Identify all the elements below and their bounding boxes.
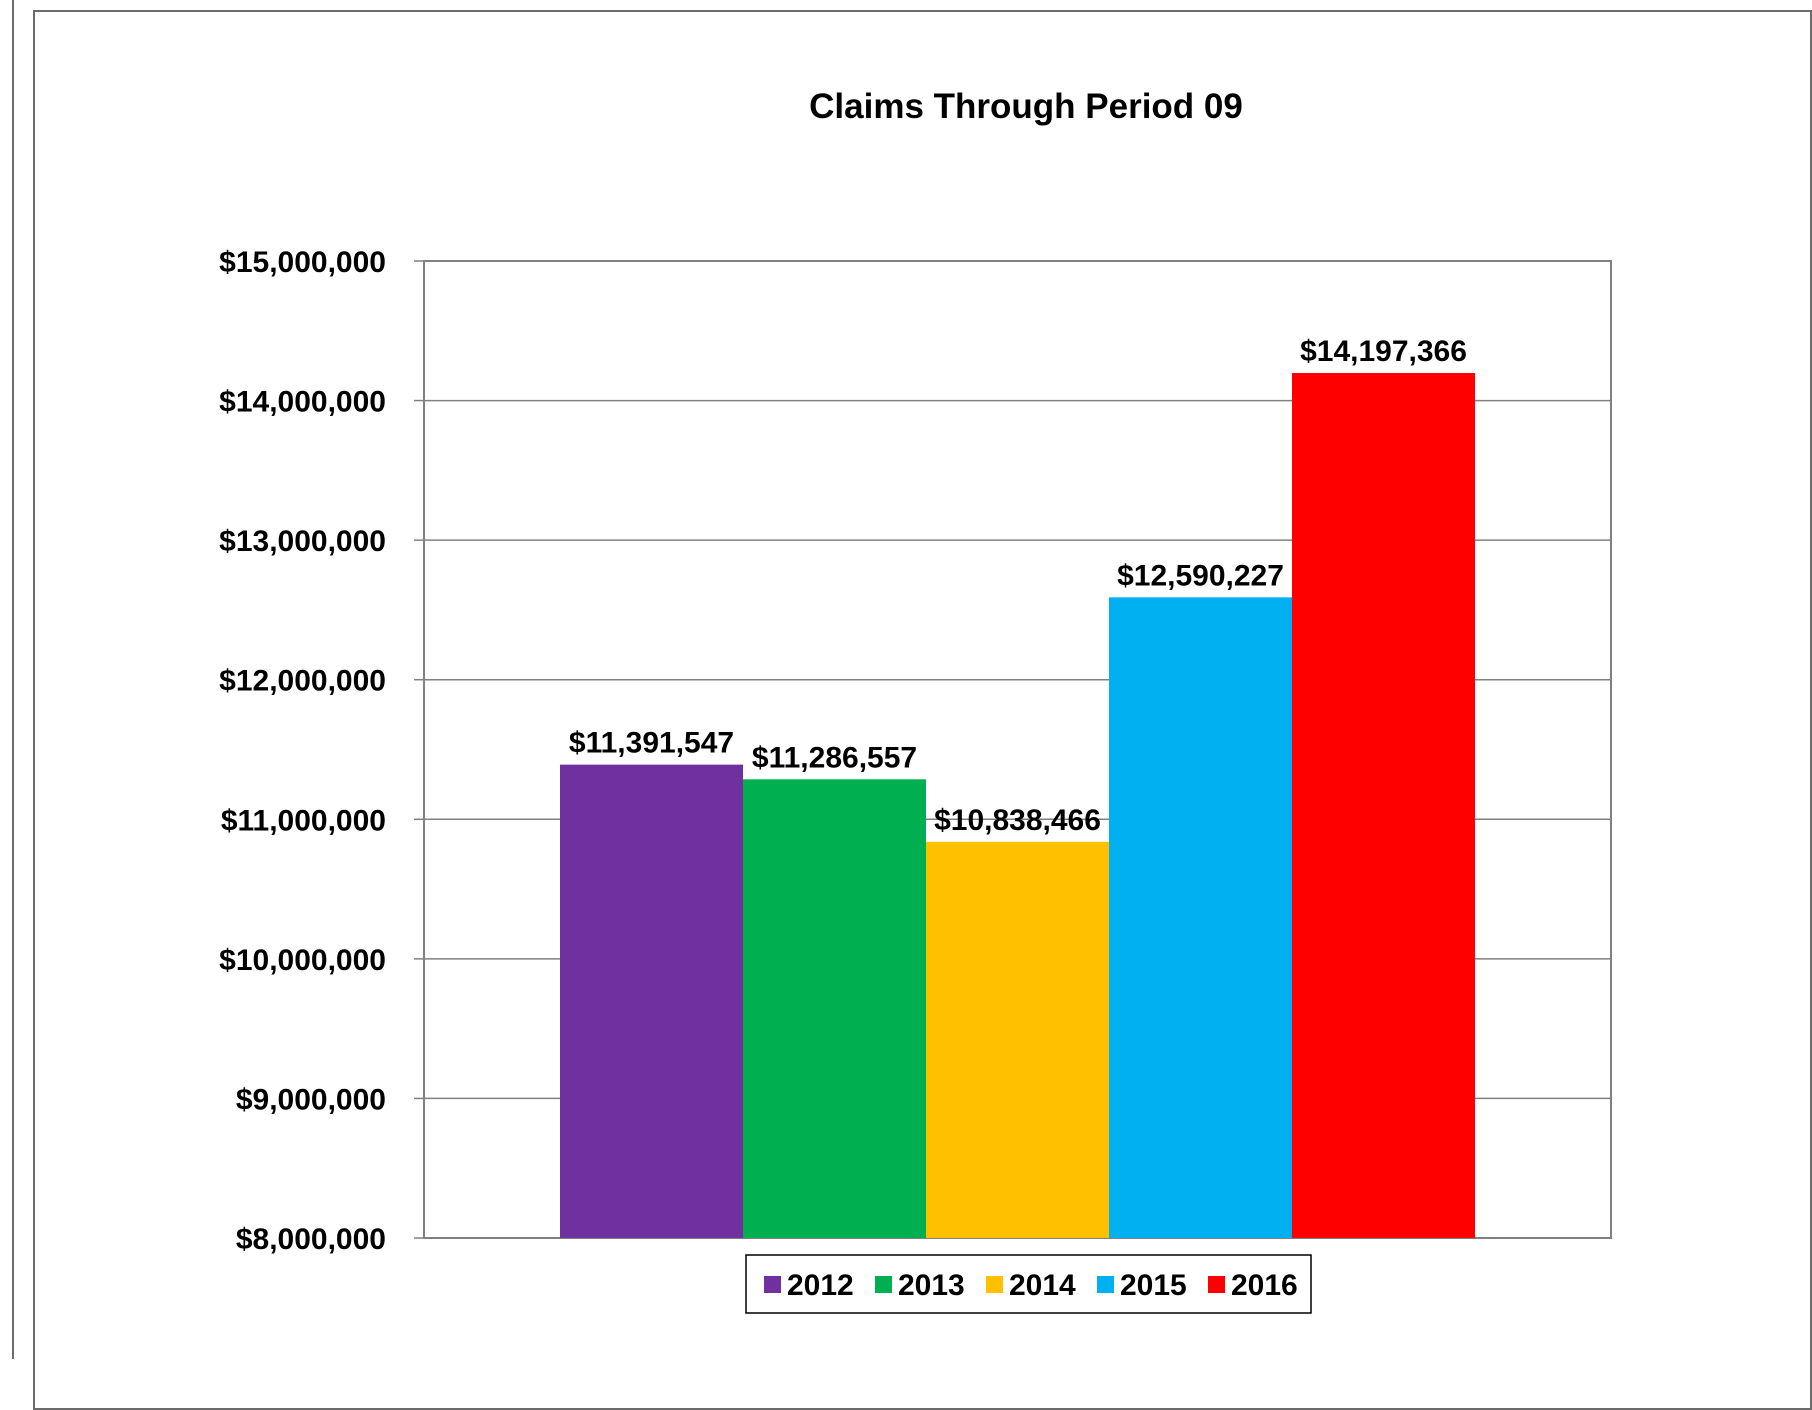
bar-2014 <box>926 841 1109 1238</box>
chart-title: Claims Through Period 09 <box>809 87 1243 126</box>
legend-label-2014: 2014 <box>1009 1269 1076 1302</box>
left-panel-edge <box>0 0 14 1359</box>
legend-label-2016: 2016 <box>1231 1269 1298 1302</box>
y-tick-label: $11,000,000 <box>221 804 386 837</box>
legend-swatch-2016 <box>1208 1276 1225 1293</box>
y-tick-label: $10,000,000 <box>219 944 386 977</box>
legend-label-2015: 2015 <box>1120 1269 1187 1302</box>
y-tick-label: $13,000,000 <box>219 525 386 558</box>
legend-swatch-2013 <box>875 1276 892 1293</box>
y-tick-label: $8,000,000 <box>236 1223 386 1256</box>
legend: 2012 2013 2014 2015 2016 <box>745 1254 1312 1314</box>
legend-label-2013: 2013 <box>898 1269 965 1302</box>
data-label-2012: $11,391,547 <box>569 727 734 760</box>
y-axis-ticks: $8,000,000 $9,000,000 $10,000,000 $11,000,0… <box>219 246 424 1256</box>
y-tick-label: $12,000,000 <box>219 665 386 698</box>
bars <box>560 373 1475 1238</box>
legend-swatch-2014 <box>986 1276 1003 1293</box>
legend-label-2012: 2012 <box>787 1269 854 1302</box>
y-tick-label: $14,000,000 <box>219 386 386 419</box>
legend-swatch-2012 <box>764 1276 781 1293</box>
legend-swatch-2015 <box>1097 1276 1114 1293</box>
data-labels: $11,391,547 $11,286,557 $10,838,466 $12,590… <box>569 335 1467 837</box>
bar-2013 <box>743 779 926 1238</box>
data-label-2016: $14,197,366 <box>1300 335 1467 368</box>
bar-2012 <box>560 764 743 1238</box>
y-tick-label: $15,000,000 <box>219 246 386 279</box>
y-tick-label: $9,000,000 <box>236 1083 386 1116</box>
bar-chart: Claims Through Period 09 $8,000,000 $9,00… <box>219 87 1612 1314</box>
data-label-2013: $11,286,557 <box>752 741 917 774</box>
bar-2015 <box>1109 597 1292 1238</box>
data-label-2015: $12,590,227 <box>1117 559 1284 592</box>
data-label-2014: $10,838,466 <box>934 804 1101 837</box>
bar-2016 <box>1292 373 1475 1238</box>
